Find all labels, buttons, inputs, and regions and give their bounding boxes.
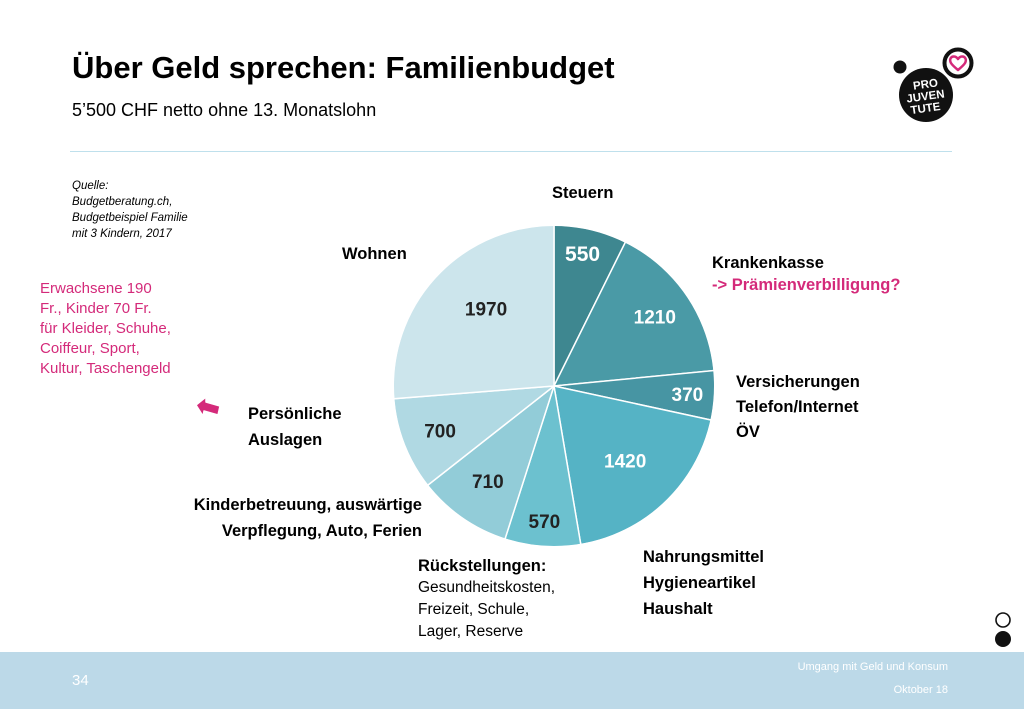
label-line: Nahrungsmittel [643,548,765,566]
title-divider [70,151,952,152]
pie-outline [392,224,716,548]
slice-value-label: 550 [565,243,600,266]
footer-bar [0,652,1024,709]
note-line: für Kleider, Schuhe, [40,320,171,337]
logo-text: PRO [912,77,938,92]
label-line: Kinderbetreuung, auswärtige [193,496,422,514]
footer-topic: Umgang mit Geld und Konsum [797,661,948,673]
pro-juventute-logo: PRO JUVEN TUTE [893,47,974,122]
slice-value-label: 1210 [634,308,676,329]
label-persoenliche-auslagen: Persönliche Auslagen [248,401,342,453]
label-line: ÖV [736,423,760,441]
pocket-money-note: Erwachsene 190 Fr., Kinder 70 Fr. für Kl… [40,279,171,379]
slice-value-label: 1970 [465,300,507,321]
arrow-left-icon [195,396,221,417]
label-krankenkasse: Krankenkasse -> Prämienverbilligung? [712,252,900,296]
label-line: Telefon/Internet [736,398,859,416]
label-line: Auslagen [248,431,323,449]
label-steuern: Steuern [552,184,614,202]
source-line: Quelle: [72,180,109,192]
note-line: Erwachsene 190 [40,280,152,297]
source-line: mit 3 Kindern, 2017 [72,228,172,240]
footer-date: Oktober 18 [893,684,948,696]
label-line: Haushalt [643,600,713,618]
slice-value-label: 370 [672,385,704,406]
label-krankenkasse-title: Krankenkasse [712,254,824,272]
slice-value-label: 1420 [604,452,646,473]
label-line: Freizeit, Schule, [418,601,530,618]
label-line: Lager, Reserve [418,623,524,640]
slice-value-label: 710 [472,472,504,493]
source-note: Quelle: Budgetberatung.ch, Budgetbeispie… [72,178,188,242]
label-versicherungen: Versicherungen Telefon/Internet ÖV [736,370,860,445]
note-line: Fr., Kinder 70 Fr. [40,300,152,317]
logo-text: JUVEN [906,88,946,105]
label-rueckstellungen-title: Rückstellungen: [418,557,547,575]
label-line: Gesundheitskosten, [418,579,556,596]
page-title: Über Geld sprechen: Familienbudget [72,50,615,85]
source-line: Budgetberatung.ch, [72,196,173,208]
page-number: 34 [72,672,89,689]
note-line: Coiffeur, Sport, [40,340,140,357]
decorative-dots-icon [995,612,1011,647]
label-praemienverbilligung: -> Prämienverbilligung? [712,276,901,294]
label-kinderbetreuung: Kinderbetreuung, auswärtige Verpflegung,… [130,492,422,544]
slice-value-label: 570 [529,512,561,533]
note-line: Kultur, Taschengeld [40,360,171,377]
label-line: Versicherungen [736,373,860,391]
label-nahrungsmittel: Nahrungsmittel Hygieneartikel Haushalt [643,544,764,622]
logo-text: TUTE [910,101,942,117]
label-line: Verpflegung, Auto, Ferien [221,522,422,540]
slice-value-label: 700 [424,422,456,443]
label-line: Hygieneartikel [643,574,756,592]
source-line: Budgetbeispiel Familie [72,212,188,224]
page-subtitle: 5’500 CHF netto ohne 13. Monatslohn [72,100,377,120]
label-rueckstellungen: Rückstellungen: Gesundheitskosten, Freiz… [418,555,555,643]
label-line: Persönliche [248,405,342,423]
label-wohnen: Wohnen [342,245,407,263]
